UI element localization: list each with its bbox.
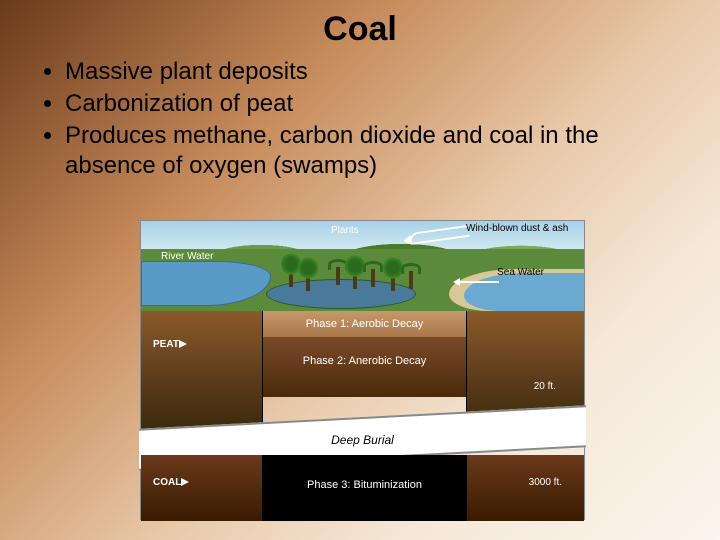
phase2-layer: Phase 2: Anerobic Decay — [263, 337, 466, 397]
bullet-list: Massive plant deposits Carbonization of … — [0, 49, 720, 181]
tree-icon — [391, 273, 395, 291]
phase1-layer: Phase 1: Aerobic Decay — [263, 311, 466, 337]
plants-label: Plants — [331, 225, 359, 236]
rock-left — [141, 311, 263, 431]
tree-icon — [306, 273, 310, 291]
coal-label: COAL — [153, 477, 189, 488]
depth-3000ft-label: 3000 ft. — [529, 477, 562, 488]
phase3-layer: Phase 3: Bituminization — [263, 455, 466, 521]
bullet-item: Produces methane, carbon dioxide and coa… — [65, 121, 690, 181]
tree-icon — [353, 271, 357, 289]
peat-label: PEAT — [153, 339, 187, 350]
wind-label: Wind-blown dust & ash — [466, 223, 576, 234]
palm-icon — [371, 269, 375, 287]
sea-label: Sea Water — [497, 267, 544, 278]
palm-icon — [409, 271, 413, 289]
river-label: River Water — [161, 251, 213, 262]
coal-formation-diagram: Plants River Water Wind-blown dust & ash… — [140, 220, 585, 520]
sea-arrow-icon — [459, 281, 499, 283]
tree-icon — [289, 269, 293, 287]
arrow-right-icon — [181, 478, 189, 486]
bullet-item: Massive plant deposits — [65, 57, 690, 87]
bullet-item: Carbonization of peat — [65, 89, 690, 119]
palm-icon — [336, 267, 340, 285]
slide-title: Coal — [0, 0, 720, 49]
rock-lower-right — [466, 455, 584, 521]
sea-water — [464, 273, 584, 311]
rock-lower-left — [141, 455, 263, 521]
deep-burial-label: Deep Burial — [141, 433, 584, 447]
depth-20ft-label: 20 ft. — [534, 381, 556, 392]
arrow-right-icon — [179, 340, 187, 348]
